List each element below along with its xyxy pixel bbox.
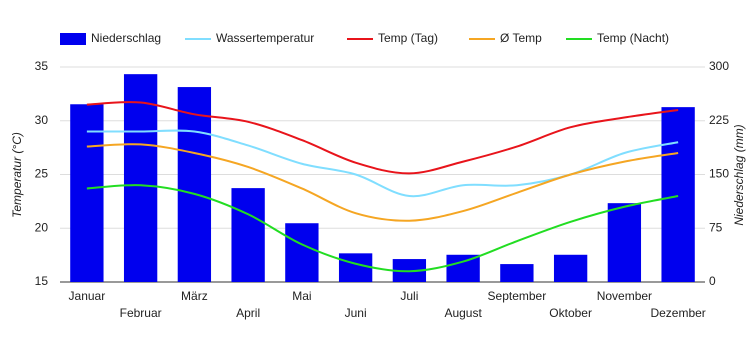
x-tick-label: August xyxy=(444,306,482,320)
x-tick-label: Juli xyxy=(400,289,418,303)
bar xyxy=(70,104,104,283)
y2-tick-label: 0 xyxy=(709,274,716,288)
y2-tick-label: 300 xyxy=(709,59,729,73)
y-tick-label: 35 xyxy=(35,59,49,73)
x-tick-label: Dezember xyxy=(650,306,705,320)
x-tick-label: Juni xyxy=(345,306,367,320)
legend-label: Temp (Tag) xyxy=(378,31,438,45)
x-tick-label: November xyxy=(597,289,652,303)
bar xyxy=(123,74,158,283)
bar xyxy=(446,254,480,282)
bar xyxy=(231,188,265,282)
x-tick-label: Mai xyxy=(292,289,311,303)
y-axis-title: Temperatur (°C) xyxy=(10,132,24,218)
bar xyxy=(500,264,534,282)
y-tick-label: 30 xyxy=(35,113,49,127)
y2-tick-label: 225 xyxy=(709,113,729,127)
x-tick-label: September xyxy=(488,289,547,303)
line xyxy=(86,129,679,198)
bar xyxy=(177,87,212,282)
legend-label: Wassertemperatur xyxy=(216,31,314,45)
line xyxy=(86,101,679,175)
x-tick-label: Januar xyxy=(69,289,106,303)
x-tick-label: Februar xyxy=(120,306,162,320)
y-tick-label: 25 xyxy=(35,167,49,181)
y-tick-label: 20 xyxy=(35,220,49,234)
bar xyxy=(553,254,588,282)
y2-tick-label: 75 xyxy=(709,220,723,234)
bar xyxy=(338,253,373,282)
x-tick-label: Oktober xyxy=(549,306,592,320)
y2-tick-label: 150 xyxy=(709,167,729,181)
legend-swatch xyxy=(60,33,86,45)
legend-label: Temp (Nacht) xyxy=(597,31,669,45)
y-tick-label: 15 xyxy=(35,274,49,288)
legend-label: Ø Temp xyxy=(500,31,542,45)
legend-label: Niederschlag xyxy=(91,31,161,45)
y2-axis-title: Niederschlag (mm) xyxy=(732,124,746,225)
x-tick-label: März xyxy=(181,289,208,303)
bar xyxy=(285,223,319,282)
bar xyxy=(607,203,642,282)
bar xyxy=(661,107,695,282)
x-tick-label: April xyxy=(236,306,260,320)
line xyxy=(86,184,679,273)
line xyxy=(86,143,679,222)
